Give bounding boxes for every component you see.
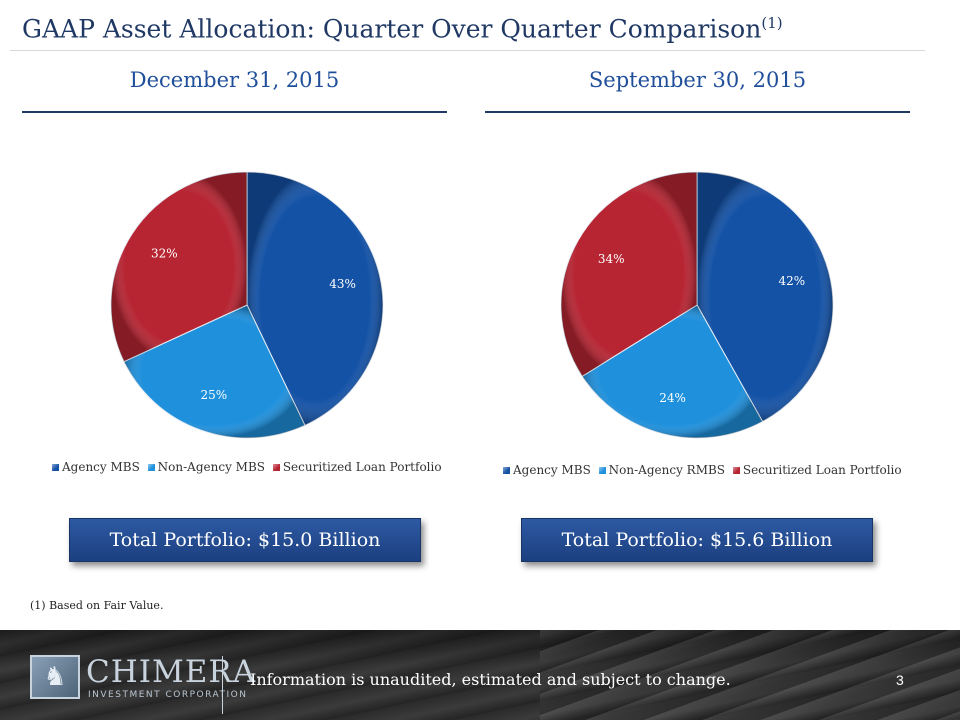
- chart-1-legend-swatch-securitized: [272, 464, 280, 471]
- chart-2-slice-shade-agency: [697, 172, 834, 422]
- footnote: (1) Based on Fair Value.: [30, 599, 164, 612]
- chart-2-legend: Agency MBS Non-Agency RMBS Securitized L…: [503, 463, 906, 477]
- chart-1-legend-swatch-non-agency: [147, 464, 155, 471]
- chart-1-heading-rule: [22, 111, 447, 113]
- title-divider: [10, 50, 925, 51]
- chart-2-legend-swatch-non-agency: [598, 467, 606, 474]
- chart-1-legend: Agency MBS Non-Agency MBS Securitized Lo…: [52, 460, 446, 474]
- chart-1-legend-item-securitized: Securitized Loan Portfolio: [272, 460, 442, 474]
- page-number: 3: [896, 672, 904, 688]
- chart-2-heading-rule: [485, 111, 910, 113]
- chart-1-data-label-securitized: 32%: [151, 247, 178, 261]
- chart-1-slice-shade-non-agency: [123, 305, 305, 439]
- chart-2-data-label-securitized: 34%: [598, 252, 625, 266]
- chart-2-slice-shade-securitized: [561, 172, 697, 377]
- footer-divider: [222, 656, 223, 714]
- chart-2-data-label-non-agency: 24%: [659, 391, 686, 405]
- chart-2-heading: September 30, 2015: [588, 68, 807, 92]
- chart-1-legend-label-securitized: Securitized Loan Portfolio: [282, 460, 442, 474]
- chart-2-legend-item-non-agency: Non-Agency RMBS: [598, 463, 726, 477]
- chart-2-legend-swatch-securitized: [732, 467, 740, 474]
- chart-1-legend-label-non-agency: Non-Agency MBS: [157, 460, 265, 474]
- chart-2-total-portfolio: Total Portfolio: $15.6 Billion: [521, 518, 873, 562]
- disclaimer: Information is unaudited, estimated and …: [250, 670, 731, 689]
- chart-2-legend-label-non-agency: Non-Agency RMBS: [608, 463, 726, 477]
- chart-2-legend-swatch-agency: [503, 467, 510, 474]
- chimera-logo-icon: ♞: [30, 655, 80, 699]
- chart-2-pie: 42% 24% 34%: [560, 171, 834, 439]
- chart-1-total-portfolio: Total Portfolio: $15.0 Billion: [69, 518, 421, 562]
- footer-background-steps: [540, 630, 960, 720]
- chart-1-data-label-non-agency: 25%: [200, 388, 227, 402]
- chart-2-legend-label-securitized: Securitized Loan Portfolio: [742, 463, 902, 477]
- chart-1-legend-item-agency: Agency MBS: [52, 460, 140, 474]
- chart-2-legend-item-agency: Agency MBS: [503, 463, 591, 477]
- chart-1-legend-item-non-agency: Non-Agency MBS: [147, 460, 265, 474]
- chart-1-slice-shade-securitized: [110, 172, 247, 362]
- logo-subtitle: INVESTMENT CORPORATION: [88, 690, 248, 700]
- chart-2-data-label-agency: 42%: [778, 274, 805, 288]
- title-footnote-marker: (1): [761, 14, 783, 32]
- chart-1-legend-swatch-agency: [52, 464, 59, 471]
- chart-2-legend-item-securitized: Securitized Loan Portfolio: [732, 463, 902, 477]
- chart-1-legend-label-agency: Agency MBS: [62, 460, 140, 474]
- chart-2-slice-shade-non-agency: [582, 305, 763, 439]
- chart-2-legend-label-agency: Agency MBS: [513, 463, 591, 477]
- chart-1-slice-shade-agency: [247, 172, 383, 426]
- logo-wordmark: CHIMERA: [86, 654, 257, 690]
- footer: ♞ CHIMERA INVESTMENT CORPORATION Informa…: [0, 630, 960, 720]
- slide-title: GAAP Asset Allocation: Quarter Over Quar…: [22, 14, 783, 43]
- chart-1-heading: December 31, 2015: [129, 68, 340, 92]
- chart-1-data-label-agency: 43%: [329, 277, 356, 291]
- chart-1-pie: 43% 25% 32%: [110, 171, 384, 439]
- slide-title-text: GAAP Asset Allocation: Quarter Over Quar…: [22, 14, 762, 44]
